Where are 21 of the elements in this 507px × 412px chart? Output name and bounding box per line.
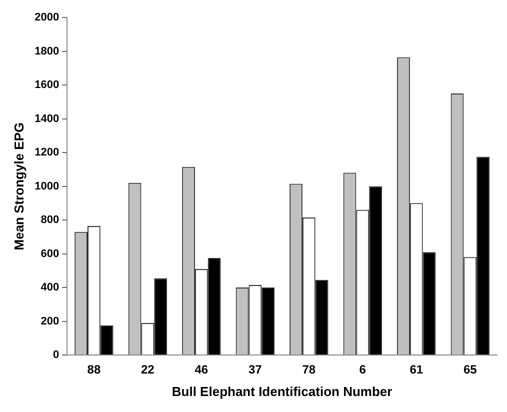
y-tick-label: 400: [40, 282, 60, 294]
x-tick-label: 88: [87, 362, 101, 377]
y-tick-label: 1000: [34, 180, 60, 192]
y-tick-label: 800: [40, 214, 60, 226]
y-tick-label: 1400: [34, 112, 60, 125]
y-tick-label: 0: [52, 349, 60, 362]
y-axis-title: Mean Strongyle EPG: [11, 122, 26, 250]
x-tick-label: 22: [141, 362, 155, 377]
y-tick-label: 1600: [34, 79, 60, 92]
x-tick-label: 37: [248, 362, 262, 377]
y-tick-label: 2000: [34, 12, 60, 24]
x-tick-label: 6: [359, 362, 366, 377]
x-tick-label: 78: [302, 362, 316, 377]
x-tick-label: 61: [410, 362, 424, 377]
y-tick-label: 1800: [34, 45, 60, 58]
y-tick-label: 200: [40, 315, 60, 328]
x-axis-title: Bull Elephant Identification Number: [172, 384, 392, 399]
x-tick-label: 65: [463, 362, 478, 377]
x-tick-label: 46: [194, 362, 208, 377]
y-tick-label: 1200: [34, 146, 60, 159]
y-tick-label: 600: [40, 248, 60, 260]
